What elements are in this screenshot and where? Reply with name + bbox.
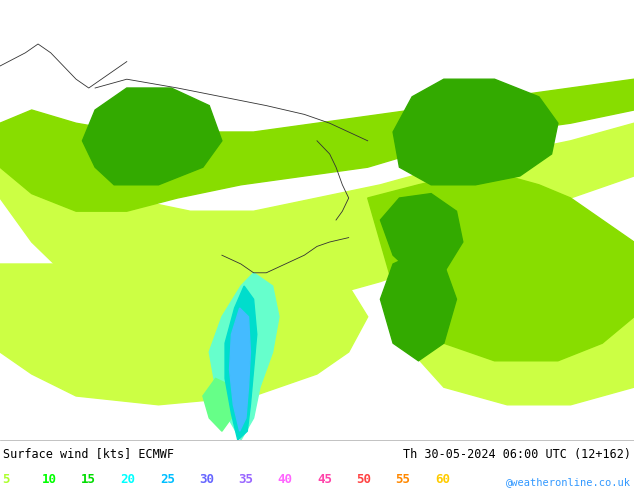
Text: @weatheronline.co.uk: @weatheronline.co.uk (506, 477, 631, 488)
Text: 5: 5 (3, 473, 10, 486)
Polygon shape (393, 286, 634, 405)
Text: 60: 60 (435, 473, 450, 486)
Polygon shape (209, 273, 279, 440)
Polygon shape (225, 286, 257, 440)
Text: 10: 10 (42, 473, 57, 486)
Polygon shape (0, 123, 634, 308)
Polygon shape (368, 176, 634, 361)
Polygon shape (230, 308, 250, 431)
Text: Th 30-05-2024 06:00 UTC (12+162): Th 30-05-2024 06:00 UTC (12+162) (403, 447, 631, 461)
Text: 25: 25 (160, 473, 175, 486)
Polygon shape (82, 88, 222, 185)
Text: 40: 40 (278, 473, 293, 486)
Text: 35: 35 (238, 473, 254, 486)
Polygon shape (0, 255, 368, 405)
Text: 15: 15 (81, 473, 96, 486)
Text: 50: 50 (356, 473, 372, 486)
Polygon shape (380, 255, 456, 361)
Text: 30: 30 (199, 473, 214, 486)
Text: 45: 45 (317, 473, 332, 486)
Text: 20: 20 (120, 473, 136, 486)
Text: Surface wind [kts] ECMWF: Surface wind [kts] ECMWF (3, 447, 174, 461)
Polygon shape (0, 79, 634, 211)
Polygon shape (380, 194, 463, 273)
Polygon shape (393, 79, 558, 185)
Text: 55: 55 (396, 473, 411, 486)
Polygon shape (203, 378, 235, 431)
